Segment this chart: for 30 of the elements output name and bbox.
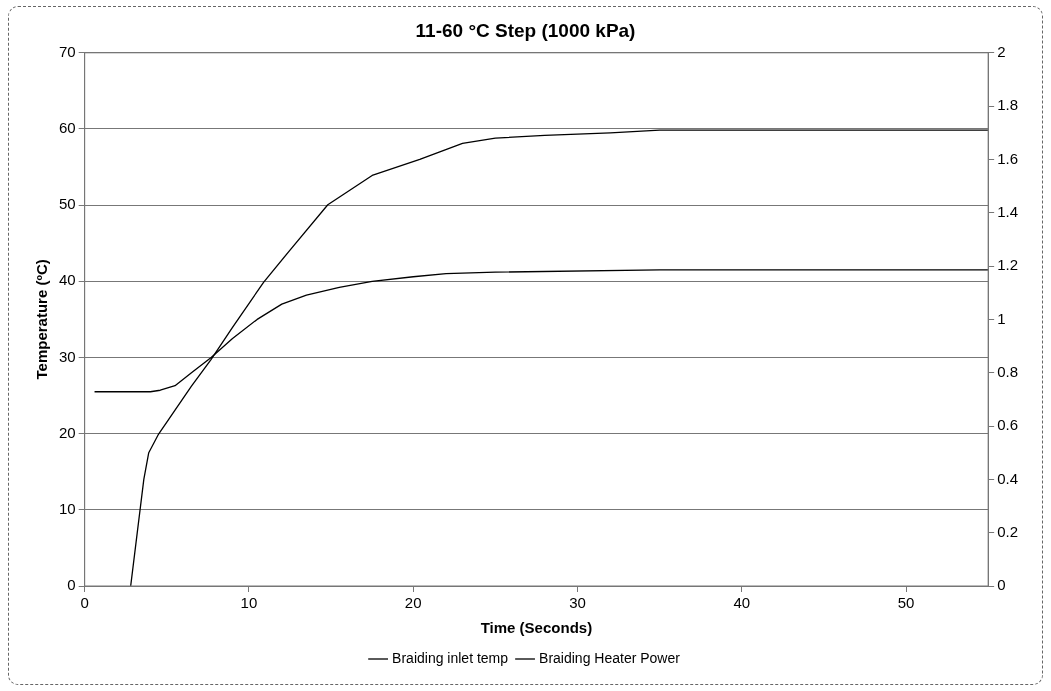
x-tick-label: 30 — [569, 594, 586, 612]
x-tick-label: 50 — [897, 594, 915, 612]
x-tick-label: 0 — [80, 594, 89, 612]
y2-tick-label: 1.2 — [997, 256, 1019, 274]
legend-label: Braiding inlet temp — [392, 649, 509, 666]
x-tick-label: 10 — [240, 594, 258, 612]
y-tick-label: 40 — [59, 271, 76, 289]
y-tick-label: 70 — [59, 42, 76, 60]
y2-tick-label: 1.4 — [997, 202, 1019, 220]
y-tick-label: 20 — [59, 423, 76, 441]
y-axis-title: Temperature (ºC) — [33, 259, 51, 380]
legend-label: Braiding Heater Power — [539, 649, 681, 666]
y2-tick-label: 1 — [997, 309, 1006, 327]
y2-tick-label: 0 — [997, 576, 1006, 594]
y2-tick-label: 1.6 — [997, 149, 1019, 167]
x-tick-label: 20 — [404, 594, 422, 612]
y-tick-label: 50 — [59, 195, 76, 213]
y2-tick-label: 0.2 — [997, 522, 1019, 540]
y2-tick-label: 0.6 — [997, 416, 1019, 434]
x-axis-title: Time (Seconds) — [480, 619, 593, 637]
y2-tick-label: 0.4 — [997, 469, 1019, 487]
y-tick-label: 0 — [67, 576, 76, 594]
x-tick-label: 40 — [733, 594, 751, 612]
chart-title: 11-60 °C Step (1000 kPa) — [415, 19, 636, 41]
y-tick-label: 10 — [59, 499, 76, 517]
y-tick-label: 60 — [59, 119, 76, 137]
y-tick-label: 30 — [59, 347, 76, 365]
y2-tick-label: 1.8 — [997, 96, 1019, 114]
y2-tick-label: 0.8 — [997, 362, 1019, 380]
y2-tick-label: 2 — [997, 42, 1006, 60]
